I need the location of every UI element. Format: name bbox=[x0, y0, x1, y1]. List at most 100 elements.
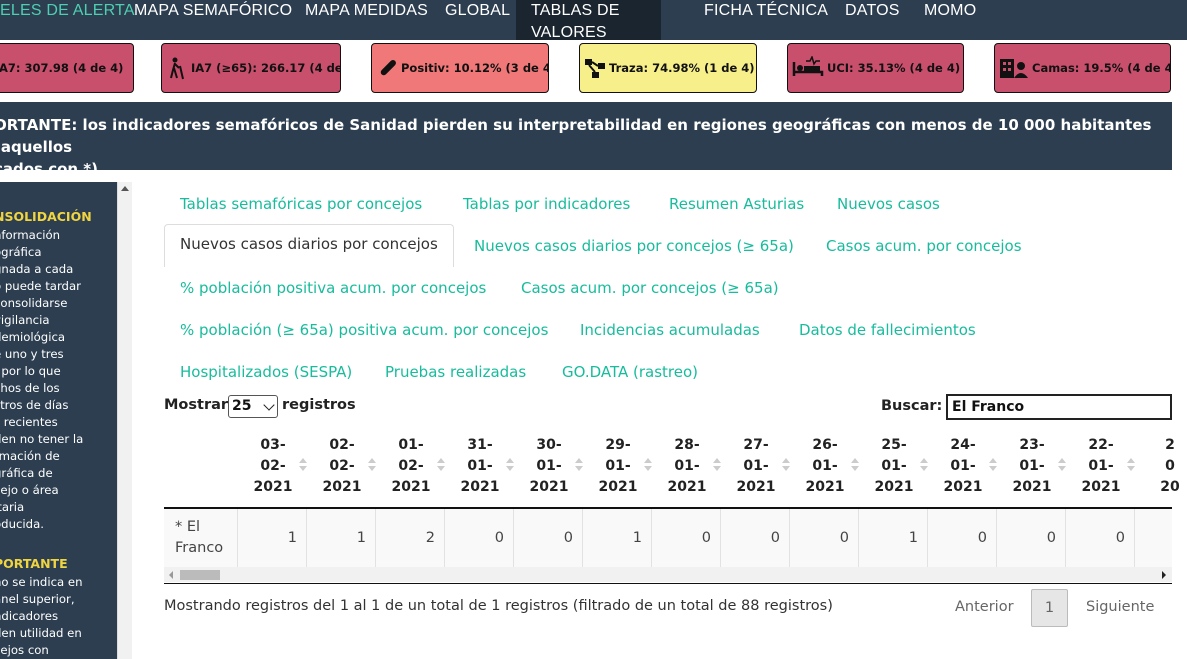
column-header-date[interactable]: 30- 01- 2021 bbox=[528, 435, 570, 498]
scrollbar-thumb[interactable] bbox=[180, 570, 220, 580]
sidebar-heading-consolidacion: NSOLIDACIÓN bbox=[0, 209, 92, 224]
sidebar-scrollbar[interactable] bbox=[117, 182, 132, 659]
scroll-up-arrow-icon[interactable] bbox=[121, 186, 129, 191]
nav-datos[interactable]: DATOS bbox=[845, 2, 900, 19]
tab-hospitalizados[interactable]: Hospitalizados (SESPA) bbox=[180, 363, 353, 381]
sort-arrows-icon[interactable] bbox=[920, 458, 928, 472]
scroll-left-arrow-icon[interactable] bbox=[169, 571, 173, 579]
column-header-date[interactable]: 03- 02- 2021 bbox=[252, 435, 294, 498]
sidebar-importante-line: cejos con bbox=[0, 643, 49, 657]
cell-divider bbox=[858, 509, 859, 567]
column-header-part: 01- bbox=[743, 458, 769, 474]
nav-ficha-tecnica[interactable]: FICHA TÉCNICA bbox=[704, 2, 829, 19]
tab-incidencias-acumuladas[interactable]: Incidencias acumuladas bbox=[580, 321, 760, 339]
column-header-date[interactable]: 29- 01- 2021 bbox=[597, 435, 639, 498]
warning-banner: ORTANTE: los indicadores semafóricos de … bbox=[0, 102, 1172, 178]
column-header-part: 20 bbox=[1160, 479, 1180, 495]
page-size-select[interactable]: 25 bbox=[228, 395, 278, 418]
tab-poblacion-65-positiva[interactable]: % población (≥ 65a) positiva acum. por c… bbox=[180, 321, 549, 339]
column-header-part: 2021 bbox=[391, 479, 431, 495]
sort-arrows-icon[interactable] bbox=[299, 458, 307, 472]
column-header-date[interactable]: 28- 01- 2021 bbox=[666, 435, 708, 498]
nav-mapa-semaforico[interactable]: MAPA SEMAFÓRICO bbox=[134, 2, 293, 19]
banner-line-2: cados con *). bbox=[0, 160, 104, 178]
column-header-date[interactable]: 22- 01- 2021 bbox=[1080, 435, 1122, 498]
tab-tablas-indicadores[interactable]: Tablas por indicadores bbox=[463, 195, 631, 213]
tab-godata[interactable]: GO.DATA (rastreo) bbox=[562, 363, 699, 381]
tab-poblacion-positiva[interactable]: % población positiva acum. por concejos bbox=[180, 279, 487, 297]
table-cell-value: 0 bbox=[839, 530, 849, 546]
column-header-date[interactable]: 31- 01- 2021 bbox=[459, 435, 501, 498]
column-header-part: 30- bbox=[536, 437, 562, 453]
column-header-date[interactable]: 01- 02- 2021 bbox=[390, 435, 432, 498]
pagination-page-1[interactable]: 1 bbox=[1031, 589, 1068, 627]
column-header-part: 02- bbox=[398, 458, 424, 474]
sort-arrows-icon[interactable] bbox=[989, 458, 997, 472]
indicator-trazabilidad[interactable]: Traza: 74.98% (1 de 4) bbox=[579, 43, 757, 93]
column-header-date[interactable]: 24- 01- 2021 bbox=[942, 435, 984, 498]
column-header-part: 2021 bbox=[943, 479, 983, 495]
nav-mapa-medidas[interactable]: MAPA MEDIDAS bbox=[305, 2, 429, 19]
column-header-date[interactable]: 23- 01- 2021 bbox=[1011, 435, 1053, 498]
pagination-next[interactable]: Siguiente bbox=[1086, 599, 1155, 615]
sort-arrows-icon[interactable] bbox=[1127, 458, 1135, 472]
tab-resumen-asturias[interactable]: Resumen Asturias bbox=[669, 195, 805, 213]
search-input[interactable]: El Franco bbox=[946, 394, 1172, 420]
table-cell-value: 1 bbox=[632, 530, 642, 546]
sort-arrows-icon[interactable] bbox=[575, 458, 583, 472]
sidebar-consolidacion-line: cejo o área bbox=[0, 483, 59, 497]
column-header-part: 27- bbox=[743, 437, 769, 453]
column-header-part: 2021 bbox=[598, 479, 638, 495]
indicator-ia7-65[interactable]: IA7 (≥65): 266.17 (4 de 4) bbox=[161, 43, 341, 93]
sort-arrows-icon[interactable] bbox=[437, 458, 445, 472]
sidebar-consolidacion-line: s recientes bbox=[0, 415, 58, 429]
column-header-date[interactable]: 02- 02- 2021 bbox=[321, 435, 363, 498]
indicator-ia7[interactable]: A7: 307.98 (4 de 4) bbox=[0, 43, 134, 93]
nav-momo[interactable]: MOMO bbox=[924, 2, 977, 19]
cell-divider bbox=[444, 509, 445, 567]
scroll-right-arrow-icon[interactable] bbox=[1162, 571, 1166, 579]
column-header-part: 2021 bbox=[460, 479, 500, 495]
cell-divider bbox=[582, 509, 583, 567]
tab-pruebas-realizadas[interactable]: Pruebas realizadas bbox=[385, 363, 527, 381]
cell-divider bbox=[789, 509, 790, 567]
pagination-previous[interactable]: Anterior bbox=[955, 599, 1014, 615]
column-header-part: 01- bbox=[1019, 458, 1045, 474]
sort-arrows-icon[interactable] bbox=[368, 458, 376, 472]
column-header-part: 2021 bbox=[1081, 479, 1121, 495]
column-header-date[interactable]: 2 0 20 bbox=[1149, 435, 1187, 498]
tab-casos-acum-concejos[interactable]: Casos acum. por concejos bbox=[826, 237, 1022, 255]
elderly-person-icon bbox=[166, 56, 188, 80]
tab-datos-fallecimientos[interactable]: Datos de fallecimientos bbox=[799, 321, 976, 339]
indicator-camas[interactable]: Camas: 19.5% (4 de 4) bbox=[994, 43, 1171, 93]
tab-nuevos-casos-diarios-concejos[interactable]: Nuevos casos diarios por concejos bbox=[164, 224, 454, 267]
cell-divider bbox=[237, 509, 238, 567]
sort-arrows-icon[interactable] bbox=[1058, 458, 1066, 472]
sort-arrows-icon[interactable] bbox=[644, 458, 652, 472]
table-bottom-divider bbox=[164, 583, 1172, 584]
sort-arrows-icon[interactable] bbox=[506, 458, 514, 472]
column-header-part: 23- bbox=[1019, 437, 1045, 453]
column-header-part: 01- bbox=[950, 458, 976, 474]
sort-arrows-icon[interactable] bbox=[782, 458, 790, 472]
nav-tablas-valores[interactable]: TABLAS DE VALORES bbox=[516, 0, 661, 41]
sidebar-consolidacion-line: vigilancia bbox=[0, 313, 50, 327]
table-cell-value: 0 bbox=[701, 530, 711, 546]
tab-tablas-semaforicas[interactable]: Tablas semafóricas por concejos bbox=[180, 195, 423, 213]
column-header-part: 2021 bbox=[322, 479, 362, 495]
sort-arrows-icon[interactable] bbox=[851, 458, 859, 472]
table-horizontal-scrollbar[interactable] bbox=[164, 567, 1172, 582]
indicator-positividad[interactable]: Positiv: 10.12% (3 de 4) bbox=[371, 43, 549, 93]
column-header-part: 02- bbox=[329, 437, 355, 453]
tab-casos-acum-65[interactable]: Casos acum. por concejos (≥ 65a) bbox=[521, 279, 779, 297]
sort-arrows-icon[interactable] bbox=[713, 458, 721, 472]
indicator-uci[interactable]: UCI: 35.13% (4 de 4) bbox=[787, 43, 964, 93]
nav-niveles-alerta[interactable]: ELES DE ALERTA bbox=[0, 2, 135, 19]
table-cell-value: 0 bbox=[563, 530, 573, 546]
nav-global[interactable]: GLOBAL bbox=[445, 2, 511, 19]
tab-nuevos-casos[interactable]: Nuevos casos bbox=[837, 195, 940, 213]
tab-nuevos-casos-diarios-65[interactable]: Nuevos casos diarios por concejos (≥ 65a… bbox=[474, 237, 794, 255]
column-header-date[interactable]: 25- 01- 2021 bbox=[873, 435, 915, 498]
column-header-date[interactable]: 26- 01- 2021 bbox=[804, 435, 846, 498]
column-header-date[interactable]: 27- 01- 2021 bbox=[735, 435, 777, 498]
